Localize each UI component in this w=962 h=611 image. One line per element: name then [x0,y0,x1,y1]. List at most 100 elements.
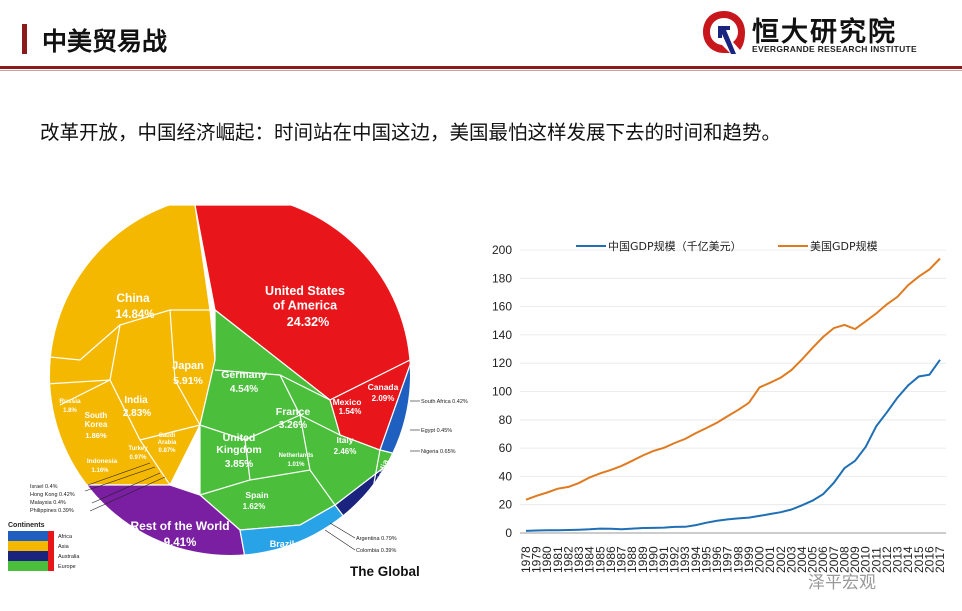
label-usa-pct: 24.32% [287,315,329,329]
y-tick-label: 160 [492,300,512,314]
continents-legend: Continents Africa Asia Australia Europe [8,522,80,571]
y-tick-label: 40 [499,469,513,483]
label-saudi-name: Saudi Arabia [158,433,177,446]
x-tick-label: 2013 [891,546,905,573]
x-tick-label: 2000 [753,546,767,573]
label-usa-name: United States of America [265,284,345,312]
label-france-name: France [276,406,311,418]
region-asia [50,205,216,486]
x-tick-label: 2011 [869,547,883,573]
x-tick-label: 2007 [827,546,841,573]
label-korea-pct: 1.86% [85,431,107,440]
bottom-callout-lines [324,522,356,551]
label-china-name: China [116,291,150,305]
legend-asia: Asia [58,544,70,550]
x-tick-label: 2015 [912,546,926,573]
x-tick-label: 1987 [615,546,629,573]
label-italy-pct: 2.46% [334,447,357,456]
label-italy-name: Italy [336,435,353,445]
legend-swatch-australia [8,551,54,561]
x-tick-label: 2012 [880,546,894,573]
callout-malaysia: Malaysia 0.4% [30,500,66,506]
callout-israel: Israel 0.4% [30,484,58,490]
x-tick-label: 1990 [646,546,660,573]
left-callout-lines [84,462,166,512]
legend-us-label: 美国GDP规模 [810,239,878,253]
callout-argentina: Argentina 0.79% [356,536,397,542]
slide-subtitle: 改革开放，中国经济崛起：时间站在中国这边，美国最怕这样发展下去的时间和趋势。 [40,121,782,144]
callout-egypt: Egypt 0.45% [421,428,452,434]
x-tick-label: 1986 [604,546,618,573]
x-tick-label: 2010 [859,546,873,573]
watermark: 泽平宏观 [808,573,876,593]
legend-europe: Europe [58,564,76,570]
y-tick-label: 60 [499,441,513,455]
label-canada-pct: 2.09% [372,394,395,403]
label-uk-name: United Kingdom [216,432,262,456]
x-tick-label: 2014 [901,546,915,573]
page-title: 中美贸易战 [42,27,168,56]
x-tick-label: 1993 [678,546,692,573]
label-netherlands-name: Netherlands [279,453,314,459]
label-france-pct: 3.26% [279,420,307,431]
header-divider-thin [0,70,962,71]
label-brazil-pct: 2.39% [270,550,295,560]
series-line-china [525,359,941,532]
x-tick-label: 2003 [784,546,798,573]
callout-nigeria: Nigeria 0.65% [421,449,456,455]
x-tick-label: 1983 [572,546,586,573]
chart-legend: 中国GDP规模（千亿美元） 美国GDP规模 [576,239,878,253]
title-accent-bar [22,24,27,54]
treemap-labels: United States of America 24.32% China 14.… [59,284,399,560]
y-tick-label: 100 [492,385,512,399]
label-japan-pct: 5.91% [173,375,203,387]
label-uk-pct: 3.85% [225,459,253,470]
header-divider [0,66,962,69]
label-netherlands-pct: 1.01% [287,462,305,468]
evergrande-logo-icon [703,11,745,54]
x-tick-label: 2006 [816,546,830,573]
gdp-line-chart: 0 20 40 60 80 100 120 140 160 180 200 197819791980… [492,239,947,573]
label-mexico-name: Mexico [333,397,362,407]
x-tick-label: 1995 [699,546,713,573]
y-tick-label: 180 [492,271,512,285]
x-tick-label: 2016 [922,546,936,573]
legend-title: Continents [8,522,45,529]
callout-hongkong: Hong Kong 0.42% [30,492,75,498]
legend-swatch-africa [8,531,54,541]
x-tick-label: 1978 [519,546,533,573]
legend-china-label: 中国GDP规模（千亿美元） [608,239,742,253]
x-tick-label: 1998 [731,546,745,573]
y-axis-ticks: 0 20 40 60 80 100 120 140 160 180 200 [492,243,512,540]
label-korea-name: South Korea [85,411,108,429]
label-india-name: India [124,395,148,406]
logo: 恒大研究院 EVERGRANDE RESEARCH INSTITUTE [700,8,950,60]
right-callout-lines [410,400,420,452]
label-canada-name: Canada [368,382,399,392]
x-tick-label: 1991 [657,546,671,573]
x-tick-label: 1980 [540,546,554,573]
legend-swatch-europe [8,561,54,571]
label-japan-name: Japan [172,360,204,372]
x-tick-label: 2002 [774,546,788,573]
logo-english-text: EVERGRANDE RESEARCH INSTITUTE [752,44,918,54]
label-saudi-pct: 0.87% [158,448,176,454]
label-turkey-name: Turkey [128,446,148,452]
logo-chinese-text: 恒大研究院 [752,17,897,48]
series-line-us [525,257,941,501]
y-tick-label: 80 [499,413,513,427]
x-axis-ticks: 1978197919801981198219831984198519861987… [519,532,947,573]
label-rest-pct: 9.41% [164,537,197,549]
x-tick-label: 2009 [848,546,862,573]
legend-swatch-asia [8,541,54,551]
treemap-footer: The Global [350,564,420,579]
x-tick-label: 1994 [689,546,703,573]
x-tick-label: 2001 [763,546,777,573]
y-tick-label: 120 [492,356,512,370]
region-africa [379,364,410,461]
series-lines [525,257,941,532]
x-tick-label: 1992 [668,546,682,573]
label-china-pct: 14.84% [115,309,154,321]
y-tick-label: 200 [492,243,512,257]
x-tick-label: 2005 [806,546,820,573]
